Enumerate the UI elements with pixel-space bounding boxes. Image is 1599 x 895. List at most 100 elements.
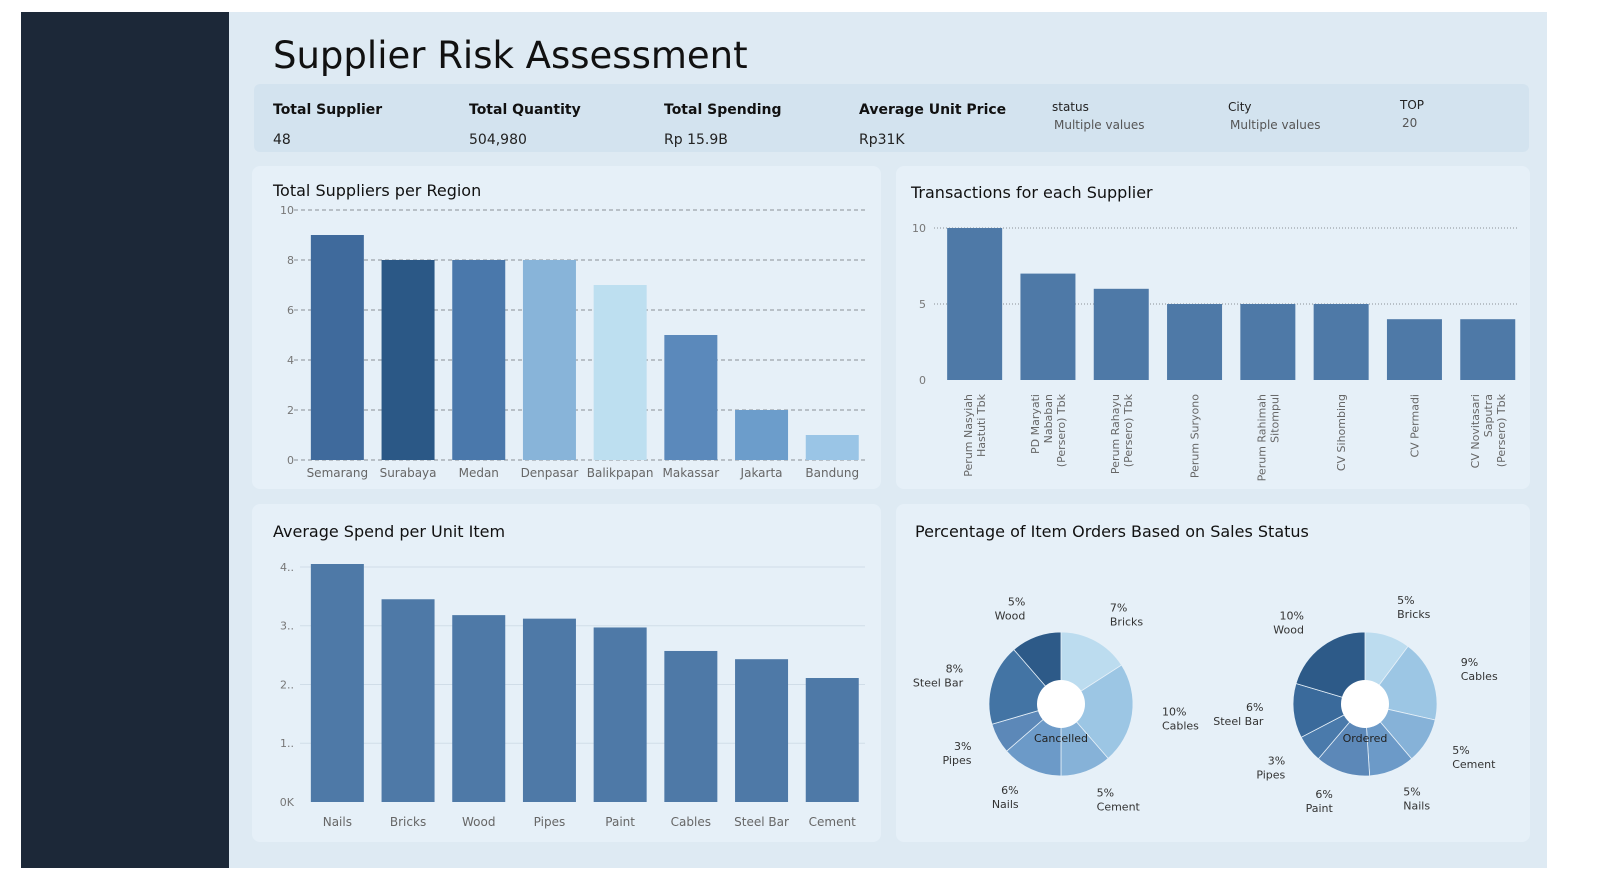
y-tick-label: 6 <box>287 304 294 317</box>
pie-center-label: Ordered <box>1343 732 1388 745</box>
spend-bar-chart: 0K 1.. 2.. 3.. 4.. Nails Bricks Wood Pipes Paint C… <box>280 561 865 829</box>
y-tick-label: 8 <box>287 254 294 267</box>
x-tick-label: Cement <box>809 815 856 829</box>
bar[interactable] <box>452 615 506 802</box>
x-tick-label: Surabaya <box>380 466 437 480</box>
dashboard: Supplier Risk Assessment Total Supplier … <box>229 12 1547 868</box>
x-tick-label: PD Maryati Nababan (Persero) Tbk <box>1029 393 1068 467</box>
bar[interactable] <box>664 650 718 802</box>
bar[interactable] <box>310 564 364 802</box>
y-tick-label: 4 <box>287 354 294 367</box>
bar[interactable] <box>1093 288 1149 380</box>
filter-status-value[interactable]: Multiple values <box>1054 118 1145 132</box>
donut-hole <box>1341 680 1389 728</box>
kpi-bar: Total Supplier 48 Total Quantity 504,980… <box>254 84 1529 152</box>
x-tick-label: Wood <box>462 815 495 829</box>
x-tick-label-line: (Persero) Tbk <box>1122 393 1135 467</box>
slice-name-label: Pipes <box>943 754 972 767</box>
y-tick-label: 5 <box>919 298 926 311</box>
slice-pct-label: 5% <box>1097 787 1114 800</box>
slice-name-label: Wood <box>1273 623 1304 636</box>
slice-pct-label: 6% <box>1001 784 1018 797</box>
bar[interactable] <box>452 260 506 460</box>
slice-pct-label: 3% <box>954 740 971 753</box>
bar[interactable] <box>805 678 859 802</box>
slice-pct-label: 9% <box>1461 656 1478 669</box>
slice-pct-label: 8% <box>946 662 963 675</box>
slice-pct-label: 6% <box>1246 701 1263 714</box>
x-tick-label-line: Perum Rahayu <box>1109 394 1122 474</box>
bar[interactable] <box>1460 319 1516 380</box>
supplier-bar-chart: 0 5 10 Perum Nasyiah Hastuti Tbk PD Maryati Na… <box>912 222 1518 481</box>
y-tick-label: 10 <box>280 204 294 217</box>
bar[interactable] <box>735 659 789 802</box>
y-tick-label: 10 <box>912 222 926 235</box>
slice-name-label: Cement <box>1452 758 1496 771</box>
x-tick-label: Perum Nasyiah Hastuti Tbk <box>962 393 988 476</box>
filter-city-label: City <box>1228 100 1252 114</box>
bar[interactable] <box>593 285 647 460</box>
sidebar <box>21 12 229 868</box>
supplier-chart-title: Transactions for each Supplier <box>911 183 1153 202</box>
x-tick-label: Denpasar <box>521 466 579 480</box>
slice-name-label: Wood <box>995 609 1026 622</box>
x-tick-label: Perum Suryono <box>1189 394 1202 478</box>
bar[interactable] <box>522 618 576 802</box>
bar[interactable] <box>381 260 435 460</box>
slice-name-label: Cables <box>1461 670 1498 683</box>
x-tick-label-line: Perum Nasyiah <box>962 394 975 477</box>
x-tick-label-line: (Persero) Tbk <box>1495 393 1508 467</box>
x-tick-label: CV Permadi <box>1408 394 1421 458</box>
kpi-total-spending-value: Rp 15.9B <box>664 132 728 148</box>
bar[interactable] <box>1240 304 1296 380</box>
slice-pct-label: 10% <box>1280 609 1304 622</box>
bar[interactable] <box>1386 319 1442 380</box>
slice-pct-label: 5% <box>1403 786 1420 799</box>
x-tick-label: Cables <box>671 815 711 829</box>
bar[interactable] <box>1020 273 1076 380</box>
bar[interactable] <box>735 410 789 460</box>
pie-slice[interactable] <box>1295 631 1366 705</box>
x-tick-label: Perum Rahimah Sitompul <box>1255 394 1281 481</box>
bar[interactable] <box>381 599 435 802</box>
bar[interactable] <box>1313 304 1369 380</box>
filter-top-value[interactable]: 20 <box>1402 116 1418 130</box>
bar[interactable] <box>1167 304 1223 380</box>
x-tick-label-line: PD Maryati <box>1029 394 1042 454</box>
filter-city-value[interactable]: Multiple values <box>1230 118 1321 132</box>
x-tick-label: Paint <box>605 815 635 829</box>
slice-pct-label: 5% <box>1008 595 1025 608</box>
x-tick-label: Bricks <box>390 815 426 829</box>
x-tick-label: Jakarta <box>740 466 783 480</box>
bar[interactable] <box>664 335 718 460</box>
bar[interactable] <box>947 228 1003 380</box>
x-tick-label-line: (Persero) Tbk <box>1055 393 1068 467</box>
pie-slice[interactable] <box>1060 664 1134 759</box>
slice-pct-label: 5% <box>1397 594 1414 607</box>
bar[interactable] <box>593 627 647 802</box>
slice-name-label: Nails <box>1403 800 1430 813</box>
slice-pct-label: 7% <box>1110 601 1127 614</box>
slice-name-label: Cables <box>1162 720 1199 733</box>
kpi-total-supplier-value: 48 <box>273 132 291 148</box>
slice-pct-label: 10% <box>1162 706 1186 719</box>
kpi-total-spending-label: Total Spending <box>664 102 782 118</box>
slice-name-label: Bricks <box>1397 608 1431 621</box>
x-tick-label: Bandung <box>805 466 859 480</box>
region-bar-chart: 0 2 4 6 8 10 Semarang Surabaya Medan Denpasar Bali… <box>280 204 865 480</box>
y-tick-label: 2 <box>287 404 294 417</box>
slice-pct-label: 5% <box>1452 744 1469 757</box>
bar[interactable] <box>805 435 859 460</box>
slice-name-label: Nails <box>992 798 1019 811</box>
x-tick-label: CV Sihombing <box>1335 394 1348 471</box>
filter-status-label: status <box>1052 100 1089 114</box>
pie-center-label: Cancelled <box>1034 732 1088 745</box>
x-tick-label: Semarang <box>307 466 369 480</box>
x-tick-label-line: Perum Rahimah <box>1255 394 1268 481</box>
kpi-average-unit-price-value: Rp31K <box>859 132 905 148</box>
bar[interactable] <box>310 235 364 460</box>
x-tick-label: Steel Bar <box>734 815 789 829</box>
x-tick-label-line: CV Sihombing <box>1335 394 1348 471</box>
bar[interactable] <box>522 260 576 460</box>
slice-name-label: Cement <box>1097 801 1141 814</box>
